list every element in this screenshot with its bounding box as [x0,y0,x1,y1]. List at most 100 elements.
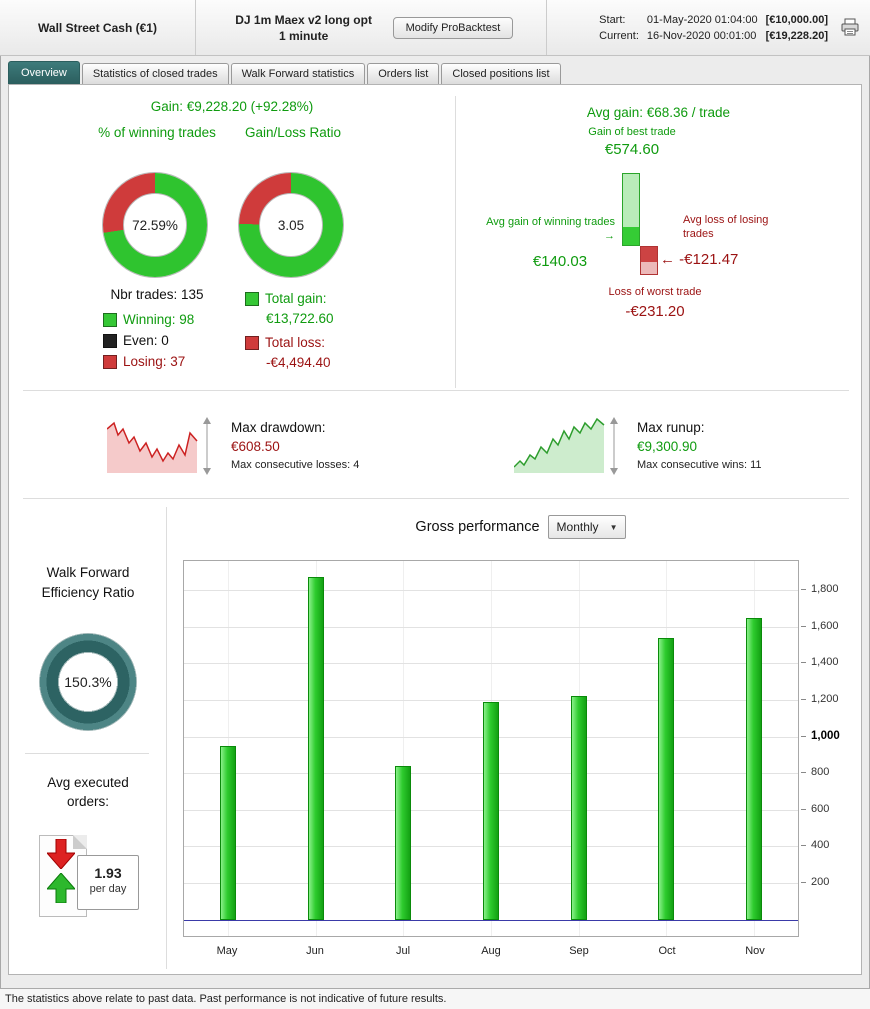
tab-orders-list[interactable]: Orders list [367,63,440,84]
trades-legend: Winning: 98 Even: 0 Losing: 37 [103,309,194,372]
winning-count: Winning: 98 [123,312,195,327]
avg-win-label-text: Avg gain of winning trades [486,216,615,228]
perf-bar-nov [746,617,763,920]
winning-donut-hole: 72.59% [123,193,187,257]
x-tick-aug: Aug [481,945,501,957]
ratio-donut: 3.05 [239,173,343,277]
perf-bar-may [219,745,236,920]
tab-closed-positions-list[interactable]: Closed positions list [441,63,561,84]
drawdown-value: €608.50 [231,439,280,454]
losing-swatch-icon [103,354,117,369]
x-axis-labels: May Jun Jul Aug Sep Oct Nov [183,945,799,957]
walk-forward-title: Walk Forward Efficiency Ratio [41,565,135,600]
x-tick-nov: Nov [745,945,765,957]
winning-donut-value: 72.59% [132,217,178,233]
nbr-trades: Nbr trades: 135 [110,287,204,302]
runup-sparkline-icon [514,417,618,475]
strategy-name: DJ 1m Maex v2 long opt 1 minute [229,12,379,44]
worst-trade-value: -€231.20 [625,303,685,320]
gross-performance-header: Gross performance Monthly ▼ [179,515,862,539]
even-count: Even: 0 [123,333,169,348]
winning-donut: 72.59% [103,173,207,277]
avg-win-value: €140.03 [532,253,588,270]
total-gain-label: Total gain: [265,291,327,306]
total-gain-swatch-icon [245,291,259,306]
overview-panel: Gain: €9,228.20 (+92.28%) % of winning t… [8,84,862,975]
y-tick-200: 200 [800,875,830,888]
best-trade-value: €574.60 [604,141,660,158]
avg-win-bar [623,227,639,245]
ratio-donut-title: Gain/Loss Ratio [244,125,342,140]
even-swatch-icon [103,333,117,348]
perf-bar-jun [307,577,324,920]
top-vertical-divider [455,96,456,388]
avg-loss-arrow-icon: ← [660,251,675,268]
strategy-name-line: DJ 1m Maex v2 long opt [235,12,372,27]
drawdown-label: Max drawdown: [231,420,326,435]
y-tick-1,600: 1,600 [801,619,839,632]
y-tick-1,400: 1,400 [801,656,839,669]
disclaimer-bar: The statistics above relate to past data… [0,988,870,1009]
runup-value: €9,300.90 [637,439,698,454]
perf-bar-aug [483,701,499,920]
losing-count: Losing: 37 [123,354,186,369]
tab-statistics-of-closed-trades[interactable]: Statistics of closed trades [81,63,229,84]
gross-performance-title: Gross performance [415,519,540,535]
start-capital: [€10,000.00] [765,13,828,26]
account-name: Wall Street Cash (€1) [0,0,196,55]
drawdown-block: Max drawdown: €608.50 Max consecutive lo… [231,418,359,475]
tab-walk-forward-statistics[interactable]: Walk Forward statistics [230,63,366,84]
printer-icon[interactable] [840,18,860,37]
y-tick-600: 600 [800,802,830,815]
winning-swatch-icon [103,312,117,327]
buy-arrow-up-icon [47,873,75,903]
chart-plot [183,560,799,937]
x-tick-may: May [216,945,238,957]
avg-loss-value: -€121.47 [679,251,739,268]
section-divider-2 [23,498,849,499]
winning-donut-title: % of winning trades [98,125,216,140]
chevron-down-icon: ▼ [609,523,618,532]
sell-arrow-down-icon [47,839,75,869]
total-loss-row: Total loss: [245,332,334,353]
modify-probacktest-button[interactable]: Modify ProBacktest [392,16,514,39]
y-tick-800: 800 [800,766,830,779]
avg-gain-label: Avg gain: [586,105,643,120]
best-trade-label: Gain of best trade [588,126,676,138]
tab-overview[interactable]: Overview [8,61,80,84]
ratio-donut-value: 3.05 [277,217,305,233]
total-loss-value: -€4,494.40 [266,355,331,370]
y-tick-1,200: 1,200 [801,693,839,706]
y-tick-1,800: 1,800 [801,583,839,596]
total-loss-label: Total loss: [265,335,326,350]
gain-label: Gain: [150,99,184,114]
worst-trade-label: Loss of worst trade [608,286,702,298]
header-bar: Wall Street Cash (€1) DJ 1m Maex v2 long… [0,0,870,56]
x-tick-oct: Oct [658,945,676,957]
runup-block: Max runup: €9,300.90 Max consecutive win… [637,418,762,475]
dates-grid: Start: 01-May-2020 01:04:00 [€10,000.00]… [599,14,828,42]
y-tick-400: 400 [800,839,830,852]
start-datetime: 01-May-2020 01:04:00 [646,13,758,26]
gain-value: €9,228.20 (+92.28%) [186,99,314,114]
trade-scale-graphic: Gain of best trade €574.60 Avg gain of w… [455,125,862,390]
avg-loss-label: Avg loss of losing trades [683,214,769,240]
dates-section: Start: 01-May-2020 01:04:00 [€10,000.00]… [547,0,870,55]
legend-losing: Losing: 37 [103,351,194,372]
walk-forward-value: 150.3% [64,674,112,690]
x-tick-jul: Jul [395,945,411,957]
bottom-vertical-divider [166,507,167,969]
avg-orders-unit: per day [89,883,127,895]
best-trade-bar [622,173,640,246]
avg-orders-title: Avg executed orders: [47,775,129,809]
period-dropdown[interactable]: Monthly ▼ [547,515,626,539]
avg-orders-value: 1.93 [94,865,122,881]
left-column-divider [25,753,149,754]
x-tick-sep: Sep [569,945,589,957]
avg-loss-value-row: ← -€121.47 [660,251,738,268]
section-divider-1 [23,390,849,391]
perf-bar-sep [570,696,587,920]
runup-sub: Max consecutive wins: 11 [637,459,762,471]
current-datetime: 16-Nov-2020 00:01:00 [646,29,757,42]
y-tick-1,000: 1,000 [801,729,840,742]
